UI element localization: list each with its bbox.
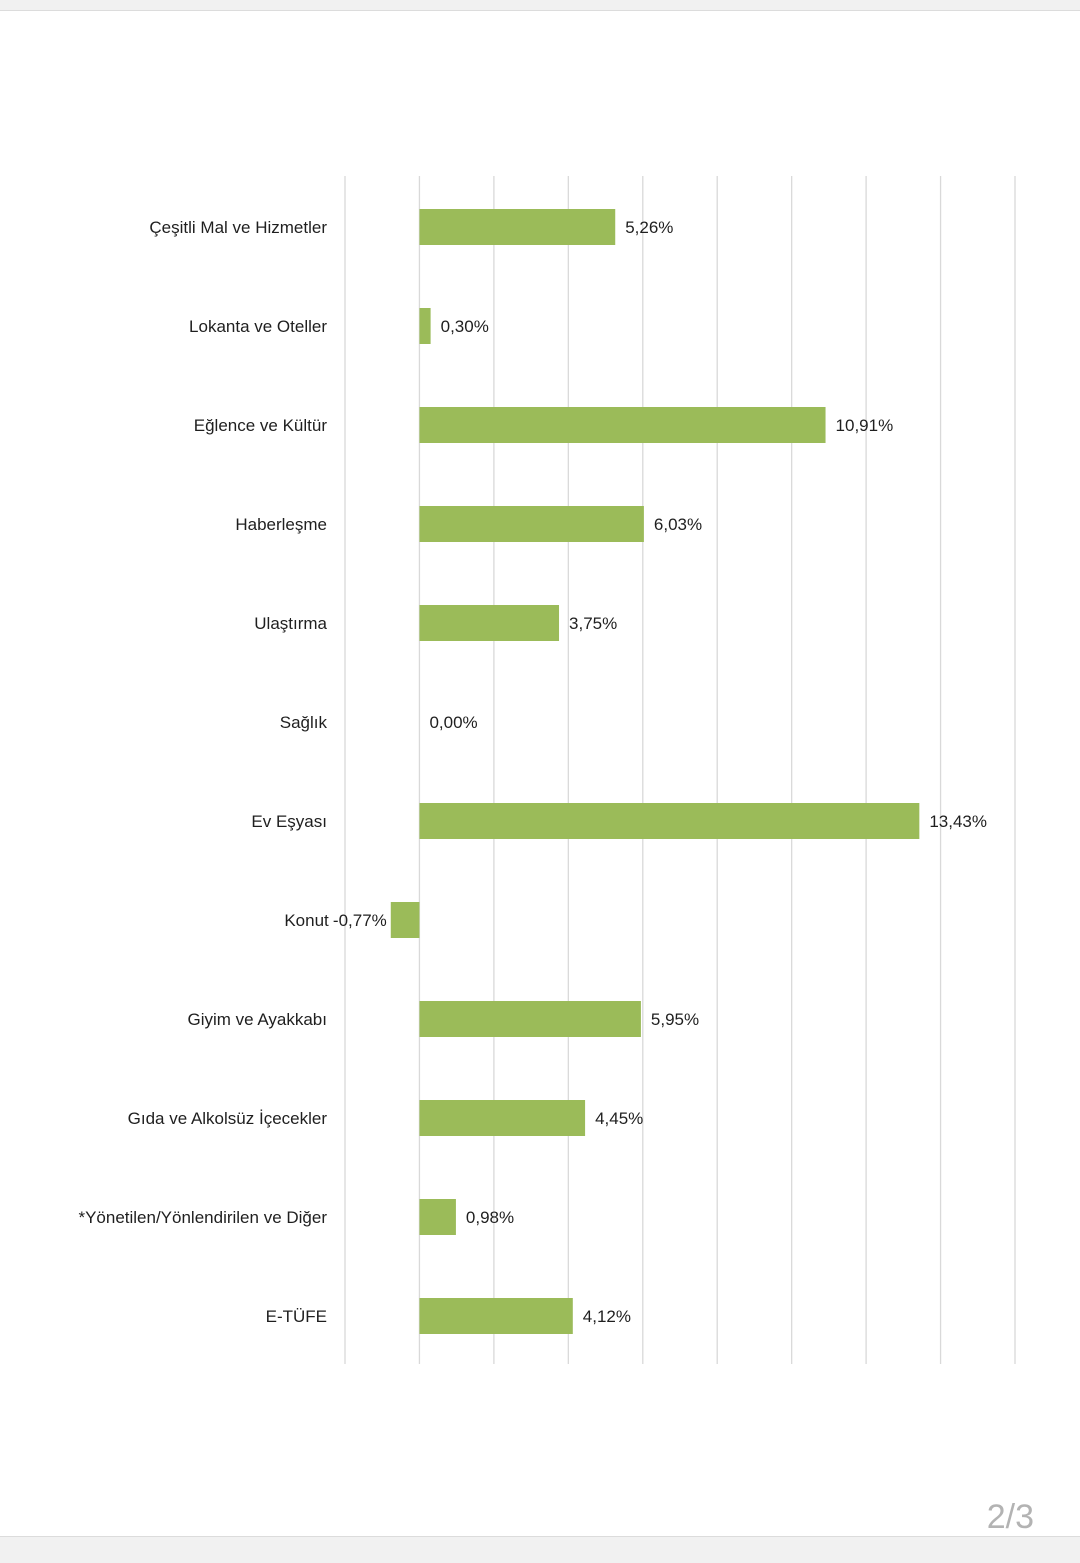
category-label-5: Sağlık	[280, 713, 328, 732]
bar-0	[419, 209, 616, 245]
value-label-7: -0,77%	[333, 911, 387, 930]
category-label-4: Ulaştırma	[254, 614, 327, 633]
value-label-0: 5,26%	[625, 218, 673, 237]
category-label-9: Gıda ve Alkolsüz İçecekler	[128, 1109, 328, 1128]
value-label-2: 10,91%	[836, 416, 894, 435]
bar-6	[419, 803, 920, 839]
category-label-10: *Yönetilen/Yönlendirilen ve Diğer	[78, 1208, 327, 1227]
category-label-2: Eğlence ve Kültür	[194, 416, 328, 435]
category-label-6: Ev Eşyası	[251, 812, 327, 831]
value-label-6: 13,43%	[929, 812, 987, 831]
bar-1	[419, 308, 431, 344]
value-label-11: 4,12%	[583, 1307, 631, 1326]
category-label-1: Lokanta ve Oteller	[189, 317, 327, 336]
value-label-1: 0,30%	[441, 317, 489, 336]
value-label-8: 5,95%	[651, 1010, 699, 1029]
bar-8	[419, 1001, 641, 1037]
value-label-10: 0,98%	[466, 1208, 514, 1227]
value-label-3: 6,03%	[654, 515, 702, 534]
category-label-3: Haberleşme	[235, 515, 327, 534]
value-label-4: 3,75%	[569, 614, 617, 633]
bar-10	[419, 1199, 456, 1235]
bar-11	[419, 1298, 573, 1334]
document-page: Çeşitli Mal ve Hizmetler 5,26% Lokanta ve …	[0, 10, 1080, 1537]
bar-4	[419, 605, 560, 641]
bar-9	[419, 1100, 586, 1136]
page-indicator: 2/3	[986, 1498, 1034, 1536]
category-label-0: Çeşitli Mal ve Hizmetler	[149, 218, 327, 237]
value-label-5: 0,00%	[429, 713, 477, 732]
value-label-9: 4,45%	[595, 1109, 643, 1128]
bar-3	[419, 506, 644, 542]
bar-chart: Çeşitli Mal ve Hizmetler 5,26% Lokanta ve …	[78, 176, 1016, 1364]
category-label-11: E-TÜFE	[266, 1307, 327, 1326]
bar-2	[419, 407, 826, 443]
category-label-7: Konut	[284, 911, 329, 930]
category-label-8: Giyim ve Ayakkabı	[187, 1010, 327, 1029]
bar-7	[390, 902, 420, 938]
